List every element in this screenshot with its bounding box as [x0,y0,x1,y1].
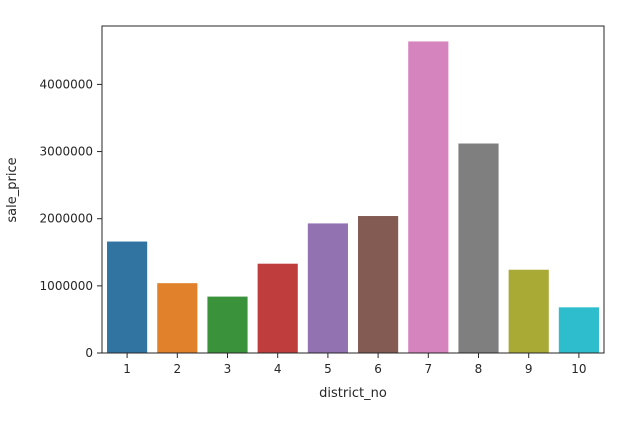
bar-district-1 [107,241,148,353]
x-tick-label: 5 [324,362,332,376]
x-tick-label: 9 [525,362,533,376]
bars [107,41,599,353]
x-tick-label: 10 [571,362,586,376]
y-axis-label: sale_price [5,157,20,222]
x-tick-label: 4 [274,362,282,376]
y-tick-label: 0 [85,346,93,360]
bar-district-8 [458,143,499,353]
bar-district-9 [508,269,549,353]
x-tick-label: 7 [424,362,432,376]
x-axis-ticks: 1 2 3 4 5 6 7 8 9 10 [123,353,587,376]
x-axis-label: district_no [319,386,387,401]
y-tick-label: 2000000 [40,212,93,226]
bar-district-10 [558,307,599,353]
x-tick-label: 6 [374,362,382,376]
plot-frame [101,25,605,354]
y-tick-label: 1000000 [40,279,93,293]
bar-district-4 [257,263,298,353]
y-axis-ticks: 0 1000000 2000000 3000000 4000000 [40,77,102,360]
x-tick-label: 3 [224,362,232,376]
x-tick-label: 8 [475,362,483,376]
x-tick-label: 2 [173,362,181,376]
bar-district-3 [207,296,248,353]
bar-district-5 [307,223,348,353]
bar-district-6 [358,216,399,353]
bar-district-2 [157,283,198,353]
x-tick-label: 1 [123,362,131,376]
y-tick-label: 4000000 [40,77,93,91]
y-tick-label: 3000000 [40,145,93,159]
bar-district-7 [408,41,449,353]
